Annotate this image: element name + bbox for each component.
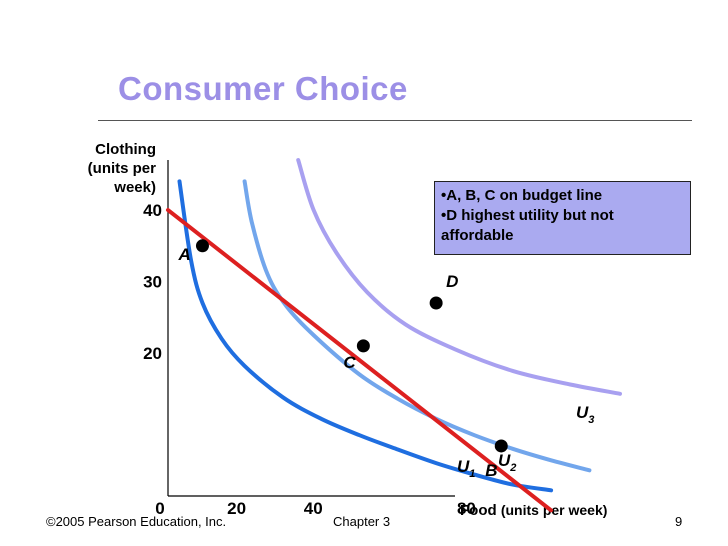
y-axis-label-line-3: week) (114, 179, 156, 196)
x-tick-label-40: 40 (304, 499, 323, 518)
annotation-line-1: •A, B, C on budget line (441, 187, 603, 204)
series-u3 (296, 158, 622, 396)
point-a (195, 239, 209, 253)
point-label-c: C (343, 353, 356, 372)
curve-label-u3: U3 (576, 403, 594, 426)
y-tick-label-30: 30 (143, 273, 162, 292)
slide-title: Consumer Choice (118, 70, 408, 107)
point-label-d: D (446, 272, 458, 291)
footer-page-number: 9 (675, 514, 683, 529)
series-u1 (177, 179, 554, 493)
y-axis-label-line-1: Clothing (95, 141, 156, 158)
y-axis-label: Clothing (units per week) (88, 140, 156, 197)
x-axis-label-unit: (units per week) (500, 502, 608, 518)
curve-label-u1: U1 (457, 457, 475, 480)
x-tick-label-0: 0 (155, 499, 164, 518)
y-tick-label-20: 20 (143, 344, 162, 363)
footer-copyright: ©2005 Pearson Education, Inc. (46, 514, 227, 529)
curve-label-u2: U2 (498, 451, 516, 474)
x-axis-label-main: Food (460, 502, 497, 519)
footer-chapter: Chapter 3 (333, 514, 391, 529)
annotation-line-2: •D highest utility but not affordable (441, 207, 614, 244)
point-b (494, 439, 508, 453)
title-divider (98, 120, 692, 121)
x-axis-label: Food (units per week) (460, 502, 607, 519)
x-tick-label-80: 80 (457, 499, 476, 518)
series-budget-line (166, 208, 554, 513)
point-d (429, 296, 443, 310)
point-c (356, 339, 370, 353)
point-label-b: B (485, 461, 497, 480)
series-u2 (242, 179, 592, 473)
annotation-box: •A, B, C on budget line •D highest utili… (434, 181, 691, 255)
y-tick-label-40: 40 (143, 201, 162, 220)
point-label-a: A (177, 245, 190, 264)
x-tick-label-20: 20 (227, 499, 246, 518)
y-axis-label-line-2: (units per (87, 160, 156, 177)
